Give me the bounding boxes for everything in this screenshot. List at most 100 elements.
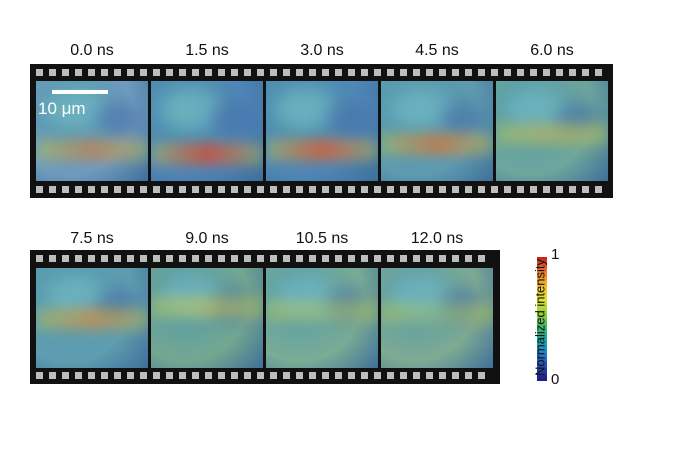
sprocket-holes-top bbox=[30, 69, 613, 76]
sprocket-hole bbox=[114, 186, 121, 193]
frame-time-label: 3.0 ns bbox=[300, 42, 344, 59]
sprocket-hole bbox=[88, 186, 95, 193]
sprocket-hole bbox=[257, 69, 264, 76]
sprocket-hole bbox=[361, 69, 368, 76]
sprocket-hole bbox=[452, 186, 459, 193]
frame-time-label: 7.5 ns bbox=[70, 230, 114, 247]
microscopy-frame bbox=[496, 81, 608, 181]
sprocket-hole bbox=[140, 255, 147, 262]
sprocket-hole bbox=[478, 69, 485, 76]
sprocket-hole bbox=[556, 186, 563, 193]
sprocket-hole bbox=[127, 255, 134, 262]
sprocket-hole bbox=[387, 69, 394, 76]
sprocket-hole bbox=[361, 372, 368, 379]
sprocket-hole bbox=[426, 69, 433, 76]
sprocket-hole bbox=[296, 186, 303, 193]
sprocket-hole bbox=[335, 69, 342, 76]
sprocket-hole bbox=[153, 69, 160, 76]
texture-blob bbox=[211, 101, 256, 136]
frame-time-label: 4.5 ns bbox=[415, 42, 459, 59]
sprocket-hole bbox=[270, 69, 277, 76]
sprocket-hole bbox=[179, 255, 186, 262]
sprocket-hole bbox=[556, 69, 563, 76]
sprocket-hole bbox=[114, 69, 121, 76]
sprocket-hole bbox=[413, 186, 420, 193]
sprocket-hole bbox=[244, 69, 251, 76]
intensity-band bbox=[151, 296, 263, 318]
sprocket-hole bbox=[205, 255, 212, 262]
sprocket-hole bbox=[530, 186, 537, 193]
sprocket-hole bbox=[439, 69, 446, 76]
sprocket-hole bbox=[270, 255, 277, 262]
sprocket-hole bbox=[218, 372, 225, 379]
texture-blob bbox=[441, 101, 486, 136]
sprocket-hole bbox=[88, 372, 95, 379]
sprocket-holes-bottom bbox=[30, 372, 500, 379]
scale-bar-label: 10 μm bbox=[38, 99, 86, 118]
sprocket-hole bbox=[361, 186, 368, 193]
sprocket-hole bbox=[374, 69, 381, 76]
sprocket-hole bbox=[387, 255, 394, 262]
sprocket-hole bbox=[244, 372, 251, 379]
sprocket-holes-bottom bbox=[30, 186, 613, 193]
sprocket-hole bbox=[478, 255, 485, 262]
colorbar bbox=[537, 257, 547, 381]
sprocket-hole bbox=[270, 372, 277, 379]
sprocket-hole bbox=[322, 186, 329, 193]
sprocket-hole bbox=[335, 186, 342, 193]
sprocket-hole bbox=[426, 186, 433, 193]
sprocket-hole bbox=[75, 255, 82, 262]
sprocket-hole bbox=[517, 186, 524, 193]
sprocket-hole bbox=[114, 255, 121, 262]
intensity-band bbox=[36, 139, 148, 161]
sprocket-hole bbox=[413, 372, 420, 379]
sprocket-hole bbox=[426, 372, 433, 379]
sprocket-hole bbox=[322, 255, 329, 262]
intensity-band bbox=[36, 308, 148, 330]
sprocket-hole bbox=[153, 186, 160, 193]
sprocket-hole bbox=[231, 69, 238, 76]
texture-blob bbox=[441, 288, 486, 323]
sprocket-hole bbox=[166, 69, 173, 76]
sprocket-hole bbox=[179, 372, 186, 379]
sprocket-hole bbox=[75, 186, 82, 193]
sprocket-hole bbox=[478, 186, 485, 193]
sprocket-hole bbox=[166, 186, 173, 193]
sprocket-hole bbox=[75, 372, 82, 379]
sprocket-hole bbox=[465, 69, 472, 76]
sprocket-hole bbox=[348, 69, 355, 76]
intensity-band bbox=[381, 133, 493, 155]
sprocket-hole bbox=[465, 186, 472, 193]
sprocket-hole bbox=[257, 372, 264, 379]
sprocket-hole bbox=[322, 69, 329, 76]
sprocket-hole bbox=[309, 186, 316, 193]
intensity-band bbox=[381, 302, 493, 324]
sprocket-hole bbox=[491, 69, 498, 76]
sprocket-hole bbox=[504, 69, 511, 76]
sprocket-hole bbox=[257, 186, 264, 193]
sprocket-hole bbox=[309, 255, 316, 262]
sprocket-hole bbox=[348, 255, 355, 262]
sprocket-hole bbox=[62, 372, 69, 379]
sprocket-hole bbox=[309, 69, 316, 76]
sprocket-hole bbox=[400, 255, 407, 262]
sprocket-hole bbox=[400, 372, 407, 379]
sprocket-hole bbox=[205, 69, 212, 76]
sprocket-hole bbox=[374, 186, 381, 193]
sprocket-hole bbox=[192, 372, 199, 379]
sprocket-hole bbox=[36, 255, 43, 262]
sprocket-hole bbox=[413, 255, 420, 262]
sprocket-hole bbox=[153, 372, 160, 379]
sprocket-hole bbox=[504, 186, 511, 193]
sprocket-hole bbox=[387, 186, 394, 193]
sprocket-hole bbox=[387, 372, 394, 379]
sprocket-hole bbox=[452, 255, 459, 262]
microscopy-frame bbox=[266, 81, 378, 181]
sprocket-hole bbox=[439, 255, 446, 262]
sprocket-hole bbox=[49, 69, 56, 76]
sprocket-hole bbox=[153, 255, 160, 262]
sprocket-hole bbox=[543, 186, 550, 193]
intensity-band bbox=[151, 143, 263, 165]
sprocket-hole bbox=[205, 372, 212, 379]
sprocket-hole bbox=[166, 255, 173, 262]
